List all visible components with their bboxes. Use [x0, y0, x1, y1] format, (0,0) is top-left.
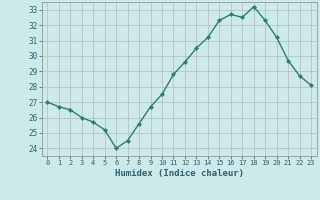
- X-axis label: Humidex (Indice chaleur): Humidex (Indice chaleur): [115, 169, 244, 178]
